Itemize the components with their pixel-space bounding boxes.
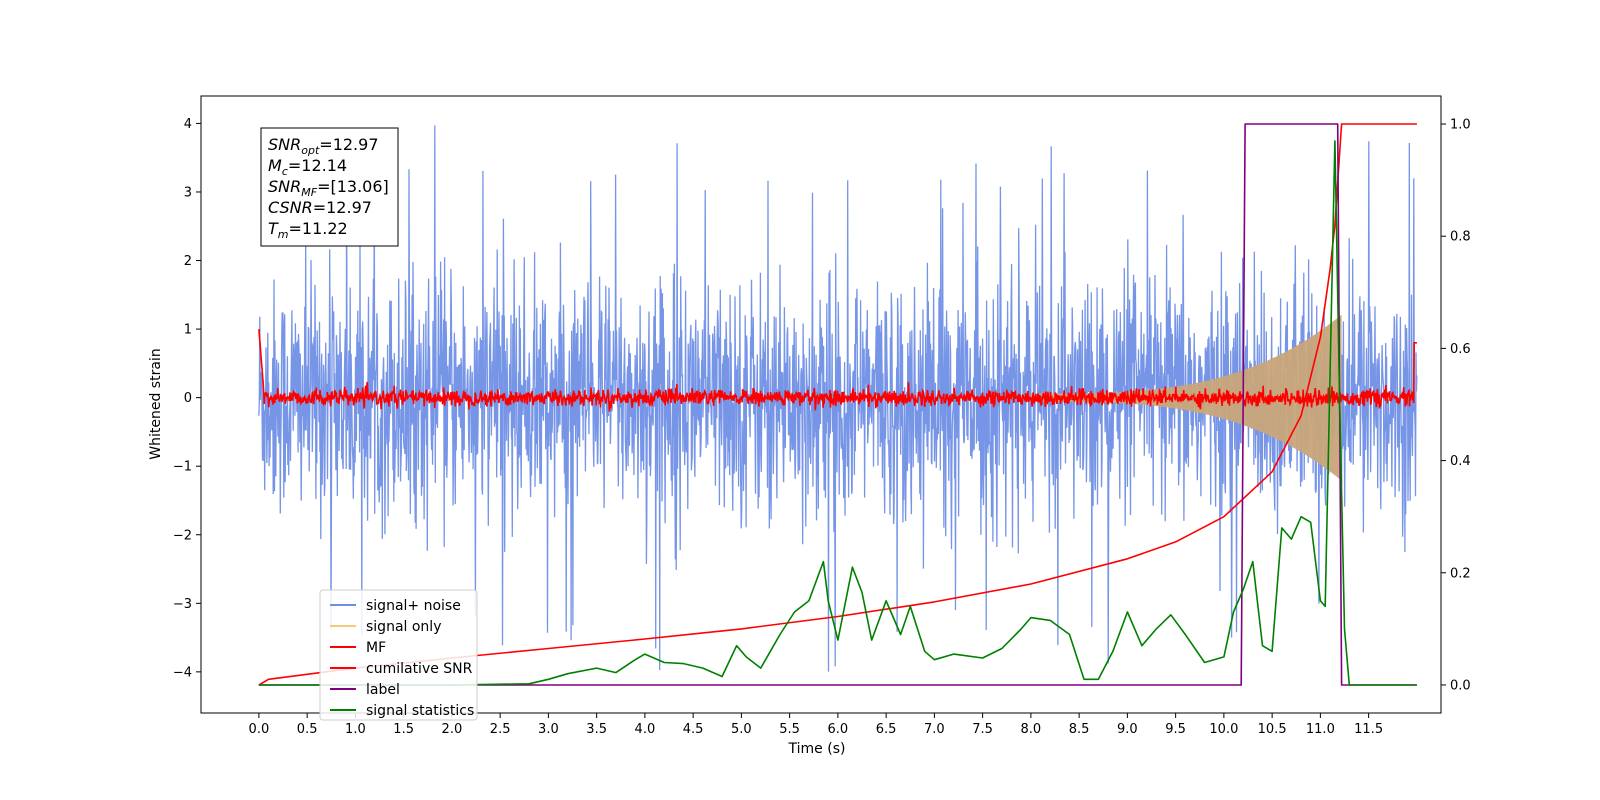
annotation-line: Tm=11.22 <box>268 219 348 241</box>
y-tick-label: 1 <box>184 323 192 338</box>
signal-only-band <box>1030 314 1342 481</box>
y2-tick-label: 0.4 <box>1450 454 1471 469</box>
legend-entry: MF <box>366 640 386 656</box>
y-tick-label: 3 <box>184 185 192 200</box>
x-tick-label: 11.0 <box>1306 722 1335 737</box>
y2-tick-label: 0.0 <box>1450 678 1471 693</box>
x-tick-label: 4.0 <box>635 722 656 737</box>
y-tick-label: −4 <box>173 665 192 680</box>
x-tick-label: 3.0 <box>538 722 559 737</box>
x-tick-label: 4.5 <box>683 722 704 737</box>
y2-tick-label: 0.2 <box>1450 566 1471 581</box>
x-tick-label: 7.0 <box>924 722 945 737</box>
mf-line <box>258 329 1417 412</box>
x-tick-label: 9.5 <box>1165 722 1186 737</box>
x-tick-label: 10.5 <box>1258 722 1287 737</box>
signal-statistics-line <box>258 140 1417 686</box>
x-tick-label: 6.5 <box>876 722 897 737</box>
y2-tick-label: 1.0 <box>1450 118 1471 133</box>
signal-only-series <box>1030 314 1342 481</box>
annotation-line: Mc=12.14 <box>268 156 347 178</box>
annotation-box: SNRopt=12.97Mc=12.14SNRMF=[13.06]CSNR=12… <box>260 127 399 247</box>
y-tick-label: −3 <box>173 597 192 612</box>
y-tick-label: −1 <box>173 460 192 475</box>
x-tick-label: 6.0 <box>828 722 849 737</box>
x-tick-label: 5.0 <box>731 722 752 737</box>
y-tick-label: 4 <box>184 117 192 132</box>
y-axis-left: 4 3 2 1 0 −1 −2 −3 −4 <box>173 117 201 680</box>
legend-entry: signal statistics <box>366 703 474 719</box>
x-tick-label: 2.5 <box>490 722 511 737</box>
x-tick-label: 9.0 <box>1117 722 1138 737</box>
x-tick-label: 8.5 <box>1069 722 1090 737</box>
x-tick-label: 3.5 <box>586 722 607 737</box>
y-tick-label: −2 <box>173 528 192 543</box>
x-tick-label: 7.5 <box>972 722 993 737</box>
y2-tick-label: 0.6 <box>1450 342 1471 357</box>
legend-entry: cumilative SNR <box>366 661 473 677</box>
annotation-line: SNRopt=12.97 <box>268 135 379 157</box>
x-tick-label: 10.0 <box>1209 722 1238 737</box>
x-tick-label: 0.5 <box>297 722 318 737</box>
x-tick-label: 1.5 <box>393 722 414 737</box>
x-tick-label: 2.0 <box>442 722 463 737</box>
y-tick-label: 2 <box>184 254 192 269</box>
legend-entry: signal only <box>366 619 441 635</box>
y2-tick-label: 0.8 <box>1450 230 1471 245</box>
x-tick-label: 0.0 <box>249 722 270 737</box>
x-tick-label: 8.0 <box>1021 722 1042 737</box>
legend-entry: label <box>366 682 400 698</box>
y-axis-label: Whitened strain <box>148 348 164 459</box>
x-axis-label: Time (s) <box>788 741 846 757</box>
annotation-line: SNRMF=[13.06] <box>268 177 389 199</box>
x-tick-label: 5.5 <box>779 722 800 737</box>
y-axis-right: 1.0 0.8 0.6 0.4 0.2 0.0 <box>1441 118 1471 693</box>
y-tick-label: 0 <box>184 391 192 406</box>
legend-entry: signal+ noise <box>366 598 461 614</box>
x-tick-label: 1.0 <box>345 722 366 737</box>
x-tick-label: 11.5 <box>1354 722 1383 737</box>
x-axis: 0.0 0.5 1.0 1.5 2.0 2.5 3.0 3.5 4.0 4.5 5.0 5.5 6.0 6… <box>249 713 1383 737</box>
plot-frame <box>200 95 1442 714</box>
legend: signal+ noise signal only MF cumilative SNR… <box>319 589 478 721</box>
mf-series <box>258 329 1417 412</box>
annotation-line: CSNR=12.97 <box>268 198 372 217</box>
